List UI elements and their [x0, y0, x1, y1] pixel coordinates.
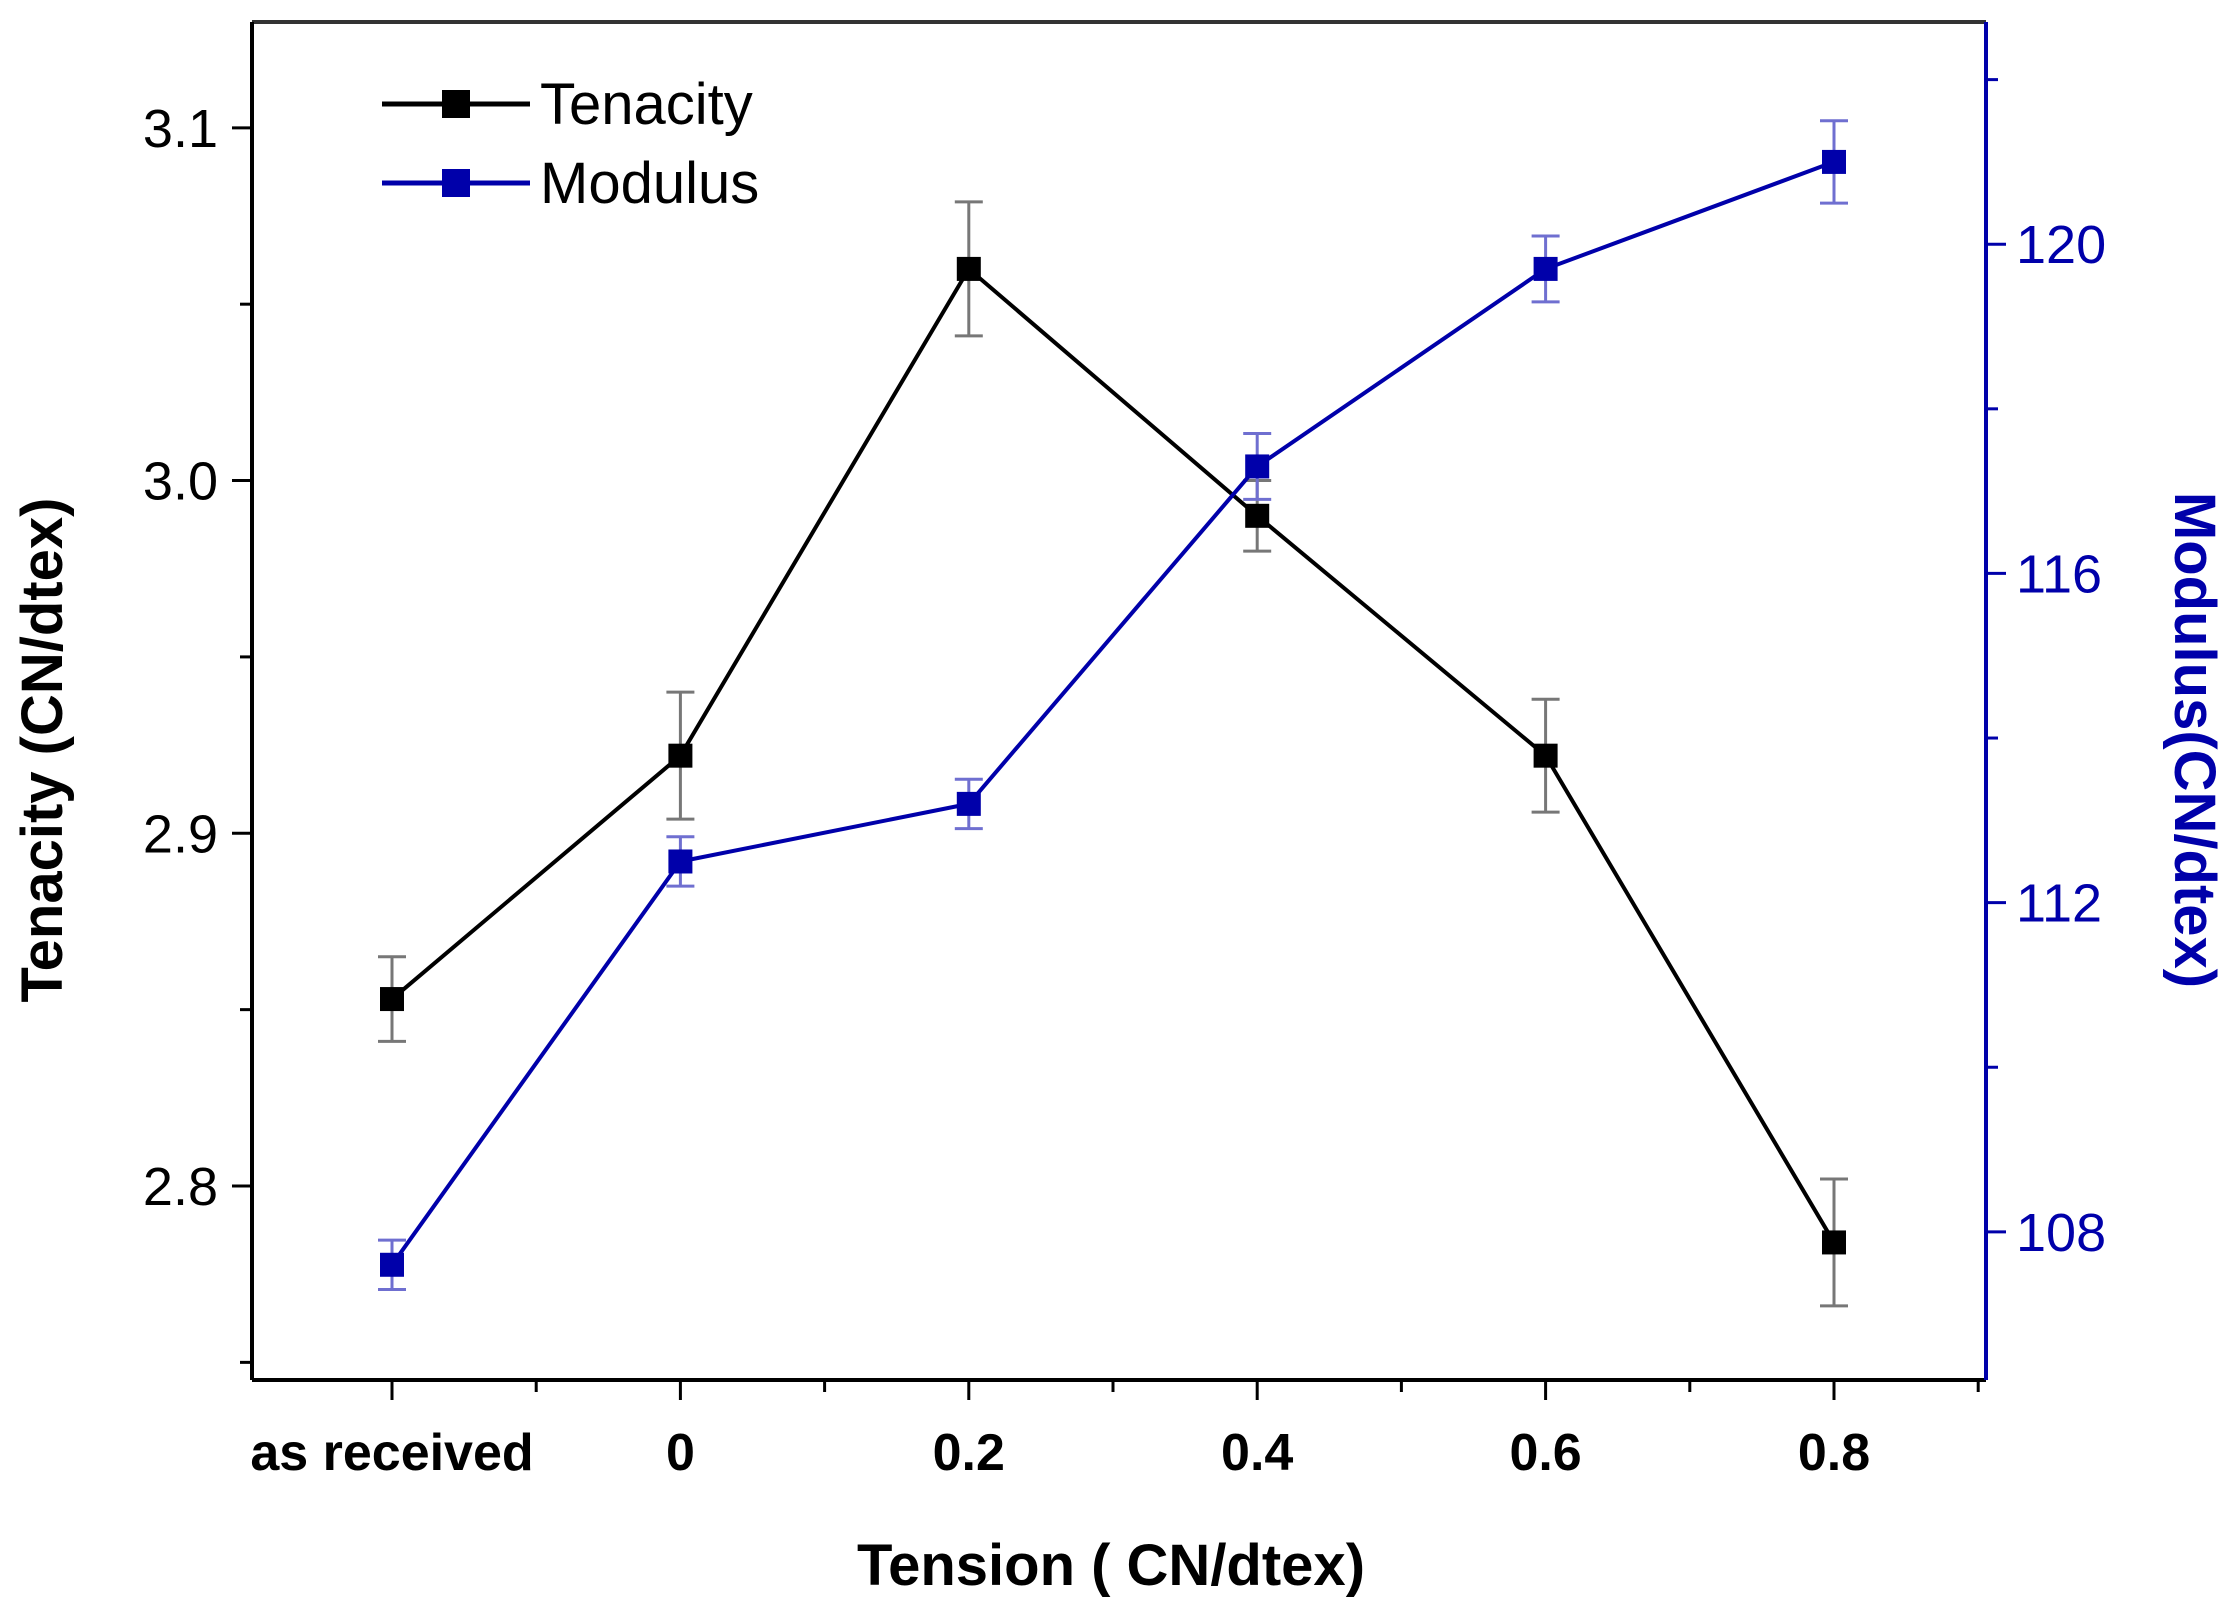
x-tick-label: 0.8	[1798, 1424, 1870, 1482]
legend-tenacity-marker	[442, 90, 470, 118]
series-layer	[378, 119, 1848, 1308]
modulus-point	[956, 791, 981, 816]
x-tick-label: 0.4	[1221, 1424, 1293, 1482]
y-axis-title: Tenacity (CN/dtex)	[10, 498, 75, 1003]
y2-tick-label: 108	[2016, 1203, 2106, 1263]
tenacity-point	[956, 256, 981, 281]
legend-tenacity-label: Tenacity	[540, 72, 753, 137]
legend-modulus-marker	[442, 169, 470, 197]
legend: Tenacity Modulus	[382, 72, 759, 216]
x-tick-label: 0.2	[933, 1424, 1005, 1482]
x-tick-label: as received	[250, 1424, 533, 1482]
modulus-point	[380, 1252, 404, 1277]
y-tick-label: 3.1	[143, 99, 218, 159]
ticks-layer: as received 0 0.2 0.4 0.6 0.8 2.8 2.9 3.0 3.1 108 1…	[143, 78, 2106, 1482]
modulus-point	[1822, 149, 1846, 174]
tenacity-point	[1822, 1230, 1846, 1255]
plot-frame	[250, 20, 1988, 1382]
y2-tick-label: 116	[2016, 544, 2102, 604]
y-tick-label: 2.8	[143, 1157, 218, 1217]
tenacity-point	[1245, 503, 1270, 528]
modulus-point	[668, 849, 693, 874]
tenacity-point	[380, 987, 404, 1012]
x-tick-label: 0	[666, 1424, 695, 1482]
y-tick-label: 2.9	[143, 804, 218, 864]
modulus-point	[1245, 454, 1270, 479]
modulus-point	[1533, 256, 1558, 281]
legend-modulus-label: Modulus	[540, 151, 759, 216]
x-axis-title: Tension ( CN/dtex)	[857, 1533, 1365, 1598]
modulus-line	[390, 160, 1835, 1266]
y2-axis-title: Modulus(CN/dtex)	[2162, 492, 2227, 988]
y2-tick-label: 120	[2016, 215, 2106, 275]
x-tick-label: 0.6	[1509, 1424, 1581, 1482]
tenacity-point	[1533, 743, 1558, 768]
tenacity-point	[668, 743, 693, 768]
tenacity-line	[390, 265, 1836, 1244]
y-tick-label: 3.0	[143, 452, 218, 512]
y2-tick-label: 112	[2016, 874, 2102, 934]
